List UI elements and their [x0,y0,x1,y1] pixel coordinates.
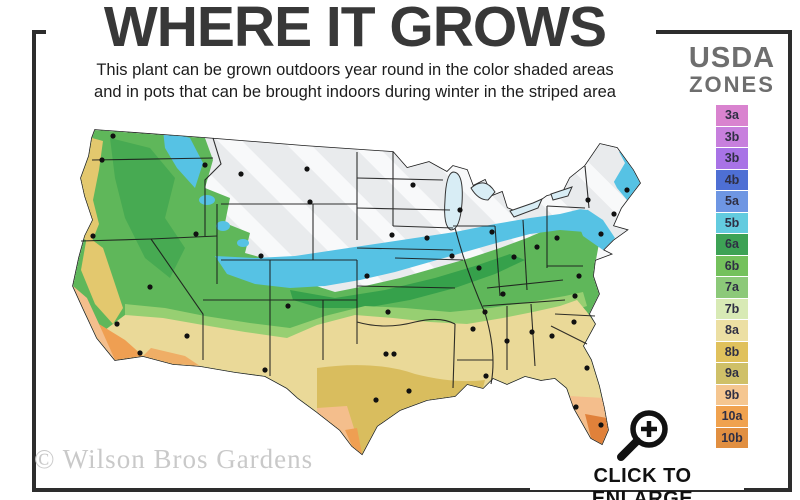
legend-zone-row: 5b [716,212,748,234]
usda-zones-legend: USDA ZONES 3a 3b 3b 4b 5a 5b 6a 6b 7a [686,42,778,449]
blue-midatlantic-coast [575,216,615,250]
legend-zone-row: 6a [716,234,748,255]
frame-gap-bottom [530,478,744,490]
subtitle-line-2: and in pots that can be brought indoors … [94,82,616,101]
legend-zone-label: 3a [725,108,739,123]
green-dark-band [290,254,525,308]
legend-zone-label: 5b [724,215,740,230]
legend-zone-row: 3b [716,148,748,169]
orange-texas-tip [345,428,362,454]
legend-zone-row: 5a [716,191,748,212]
legend-zone-label: 3b [724,129,740,144]
legend-zone-label: 10a [721,409,743,424]
legend-zone-label: 4b [724,172,740,187]
city-dots [90,133,630,428]
legend-title-zones: ZONES [689,72,775,97]
legend-title-usda: USDA [688,42,776,74]
lake-ontario [550,186,573,201]
legend-zone-label: 7a [725,280,739,295]
legend-zone-row: 7a [716,277,748,298]
legend-zone-label: 8a [725,323,739,338]
great-lakes [444,171,573,231]
legend-zone-row: 10b [716,427,748,449]
blue-zone-band [215,208,603,288]
legend-zone-label: 9b [724,387,740,402]
legend-zone-row: 6b [716,255,748,277]
gray-northeast-interior [563,144,625,210]
legend-zone-label: 5a [725,194,739,209]
orange-florida-deep [585,414,608,444]
orange-socal [99,324,143,360]
legend-zone-row: 3a [716,105,748,126]
enlarge-label[interactable]: CLICK TO ENLARGE [591,465,694,500]
legend-zone-row: 8a [716,320,748,341]
orange-sw-border [143,348,200,366]
subtitle: This plant can be grown outdoors year ro… [40,60,670,104]
green-west-texture [110,138,185,278]
legend-zone-row: 7b [716,298,748,320]
watermark: © Wilson Bros Gardens [34,444,314,474]
legend-zone-row: 8b [716,341,748,363]
enlarge-button[interactable]: CLICK TO ENLARGE [545,405,740,500]
legend-swatch-column: 3a 3b 3b 4b 5a 5b 6a 6b 7a 7b 8a 8b [686,105,778,449]
legend-zone-label: 8b [724,344,740,359]
legend-zone-row: 9b [716,384,748,406]
lake-michigan [444,171,463,231]
legend-zone-row: 4b [716,169,748,191]
legend-zone-row: 9a [716,363,748,384]
gold-gulf-band [317,365,485,454]
lake-huron [470,182,496,201]
legend-zone-row: 10a [716,406,748,427]
us-zone-map[interactable] [55,108,665,458]
legend-zone-row: 3b [716,126,748,148]
legend-zone-label: 7b [724,301,740,316]
frame-gap-top [46,26,656,38]
legend-zone-label: 6b [724,258,740,273]
legend-zone-label: 10b [721,430,743,445]
legend-zone-label: 9a [725,366,739,381]
legend-zone-label: 3b [724,151,740,166]
legend-zone-label: 6a [725,237,739,252]
lake-erie [509,198,543,218]
page-title: WHERE IT GROWS [103,0,607,59]
subtitle-line-1: This plant can be grown outdoors year ro… [96,61,614,79]
orange-ca-coast [73,286,115,360]
yellow-ca-valley [81,236,123,324]
magnifier-plus-icon [616,410,668,461]
